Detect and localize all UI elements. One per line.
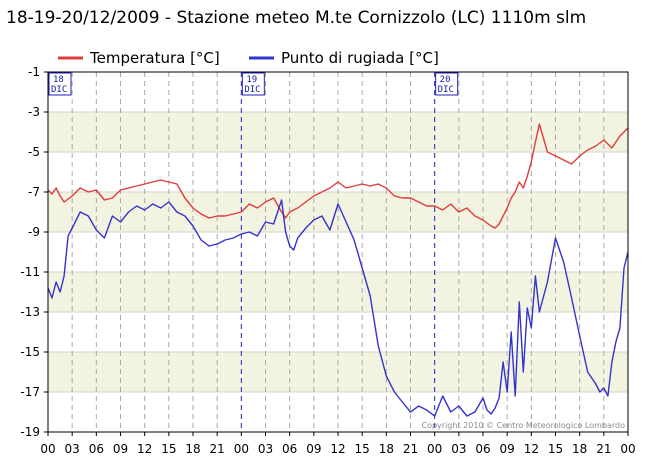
day-marker-month: DIC — [244, 85, 260, 95]
x-tick-label: 18 — [572, 442, 587, 456]
x-tick-label: 09 — [500, 442, 515, 456]
x-tick-label: 09 — [113, 442, 128, 456]
series-punto-di-rugiada-line — [47, 199, 629, 417]
x-tick-label: 21 — [596, 442, 611, 456]
x-tick-label: 18 — [185, 442, 200, 456]
x-tick-label: 15 — [548, 442, 563, 456]
day-marker-box — [435, 72, 459, 96]
x-tick-label: 00 — [234, 442, 249, 456]
x-tick-label: 03 — [451, 442, 466, 456]
day-marker-day: 18 — [53, 75, 64, 85]
legend-label-punto-di-rugiada: Punto di rugiada [°C] — [281, 49, 439, 67]
x-tick-label: 03 — [258, 442, 273, 456]
x-tick-label: 06 — [475, 442, 490, 456]
x-tick-label: 12 — [137, 442, 152, 456]
y-tick-label: -7 — [28, 185, 40, 199]
x-tick-label: 00 — [40, 442, 55, 456]
x-tick-label: 18 — [379, 442, 394, 456]
copyright-note: Copyright 2010 © Centro Meteorologico Lo… — [422, 421, 626, 430]
x-tick-label: 15 — [161, 442, 176, 456]
x-tick-label: 00 — [620, 442, 635, 456]
x-tick-label: 21 — [210, 442, 225, 456]
x-tick-label: 15 — [355, 442, 370, 456]
x-tick-label: 09 — [306, 442, 321, 456]
y-tick-label: -5 — [28, 145, 40, 159]
y-tick-label: -9 — [28, 225, 40, 239]
y-tick-label: -19 — [20, 425, 40, 439]
series-layer — [47, 123, 629, 417]
chart-title: 18-19-20/12/2009 - Stazione meteo M.te C… — [6, 8, 586, 28]
y-axis: -1 -3 -5 -7 -9 -11 -13 -15 -17 -19 — [20, 65, 48, 439]
day-marker-day: 19 — [246, 75, 257, 85]
legend-label-temperatura: Temperatura [°C] — [89, 49, 220, 67]
y-tick-label: -3 — [28, 105, 40, 119]
y-tick-label: -11 — [20, 265, 40, 279]
x-tick-label: 00 — [427, 442, 442, 456]
y-tick-label: -17 — [20, 385, 40, 399]
legend: Temperatura [°C] Punto di rugiada [°C] — [58, 49, 439, 67]
x-axis: 00 03 06 09 12 15 18 21 00 03 06 09 12 15 18 21 00 03 06 09… — [40, 432, 636, 456]
day-marker-month: DIC — [51, 85, 67, 95]
x-tick-label: 12 — [524, 442, 539, 456]
x-tick-label: 03 — [65, 442, 80, 456]
y-tick-label: -15 — [20, 345, 40, 359]
x-tick-label: 06 — [282, 442, 297, 456]
day-marker-box — [241, 72, 265, 96]
x-tick-label: 12 — [330, 442, 345, 456]
day-marker-month: DIC — [438, 85, 454, 95]
x-tick-label: 21 — [403, 442, 418, 456]
day-marker-day: 20 — [440, 75, 451, 85]
y-tick-label: -13 — [20, 305, 40, 319]
series-temperatura-line — [47, 123, 629, 229]
x-tick-label: 06 — [89, 442, 104, 456]
day-marker-box — [48, 72, 72, 96]
y-tick-label: -1 — [28, 65, 40, 79]
